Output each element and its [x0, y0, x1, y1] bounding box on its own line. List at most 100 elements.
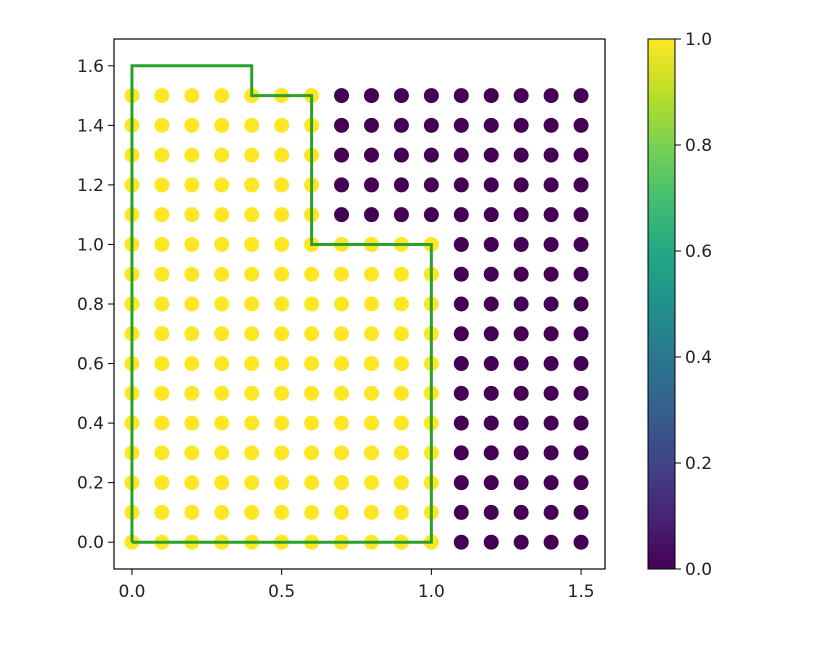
scatter-point	[363, 356, 379, 372]
scatter-point	[573, 504, 589, 520]
scatter-point	[513, 296, 529, 312]
scatter-point	[154, 177, 170, 193]
scatter-point	[363, 88, 379, 104]
y-tick-label: 1.6	[77, 57, 104, 77]
scatter-point	[483, 475, 499, 491]
scatter-point	[334, 266, 350, 282]
scatter-point	[483, 266, 499, 282]
scatter-point	[453, 266, 469, 282]
scatter-point	[334, 504, 350, 520]
scatter-point	[453, 445, 469, 461]
scatter-point	[513, 326, 529, 342]
scatter-point	[393, 445, 409, 461]
scatter-point	[573, 177, 589, 193]
scatter-point	[453, 415, 469, 431]
scatter-point	[513, 147, 529, 163]
scatter-point	[543, 296, 559, 312]
scatter-point	[304, 356, 320, 372]
scatter-point	[543, 326, 559, 342]
scatter-point	[543, 236, 559, 252]
scatter-point	[423, 88, 439, 104]
scatter-point	[393, 177, 409, 193]
scatter-point	[184, 445, 200, 461]
scatter-point	[274, 177, 290, 193]
scatter-point	[184, 177, 200, 193]
scatter-point	[184, 356, 200, 372]
scatter-point	[543, 504, 559, 520]
scatter-point	[304, 296, 320, 312]
scatter-point	[274, 415, 290, 431]
colorbar-axis: 0.0 0.2 0.4 0.6 0.8 1.0	[675, 30, 712, 580]
scatter-point	[513, 117, 529, 133]
scatter-point	[453, 356, 469, 372]
scatter-point	[304, 504, 320, 520]
scatter-point	[214, 475, 230, 491]
scatter-point	[154, 475, 170, 491]
scatter-point	[363, 445, 379, 461]
scatter-point	[184, 326, 200, 342]
scatter-point	[334, 177, 350, 193]
scatter-point	[334, 117, 350, 133]
scatter-point	[543, 445, 559, 461]
scatter-point	[304, 385, 320, 401]
scatter-point	[513, 504, 529, 520]
scatter-point	[184, 504, 200, 520]
scatter-point	[573, 117, 589, 133]
scatter-point	[244, 266, 260, 282]
scatter-point	[244, 177, 260, 193]
scatter-point	[393, 326, 409, 342]
scatter-point	[184, 207, 200, 223]
scatter-point	[453, 296, 469, 312]
scatter-point	[154, 504, 170, 520]
scatter-point	[513, 207, 529, 223]
scatter-point	[214, 445, 230, 461]
scatter-point	[453, 147, 469, 163]
scatter-point	[154, 356, 170, 372]
colorbar-tick-label: 0.4	[685, 348, 712, 368]
scatter-point	[393, 117, 409, 133]
scatter-point	[573, 147, 589, 163]
scatter-point	[214, 415, 230, 431]
scatter-point	[513, 475, 529, 491]
scatter-point	[334, 445, 350, 461]
scatter-point	[244, 445, 260, 461]
scatter-point	[513, 266, 529, 282]
scatter-point	[154, 236, 170, 252]
scatter-point	[274, 356, 290, 372]
scatter-point	[543, 88, 559, 104]
scatter-point	[393, 266, 409, 282]
scatter-point	[363, 475, 379, 491]
scatter-point	[543, 117, 559, 133]
scatter-point	[214, 207, 230, 223]
scatter-point	[513, 356, 529, 372]
scatter-point	[214, 177, 230, 193]
scatter-point	[154, 326, 170, 342]
scatter-point	[244, 475, 260, 491]
scatter-point	[483, 88, 499, 104]
scatter-point	[244, 147, 260, 163]
scatter-point	[154, 385, 170, 401]
scatter-point	[543, 207, 559, 223]
scatter-point	[363, 207, 379, 223]
scatter-point	[483, 415, 499, 431]
scatter-point	[214, 147, 230, 163]
scatter-point	[184, 415, 200, 431]
scatter-point	[214, 88, 230, 104]
scatter-point	[274, 207, 290, 223]
y-tick-label: 0.2	[77, 474, 104, 494]
scatter-point	[244, 296, 260, 312]
scatter-point	[483, 504, 499, 520]
scatter-point	[334, 326, 350, 342]
y-axis: 0.0 0.2 0.4 0.6 0.8 1.0 1.2 1.4 1.6	[77, 57, 114, 553]
y-tick-label: 0.4	[77, 414, 104, 434]
scatter-point	[453, 88, 469, 104]
scatter-point	[154, 266, 170, 282]
scatter-point	[453, 326, 469, 342]
scatter-point	[453, 504, 469, 520]
scatter-point	[274, 326, 290, 342]
scatter-point	[543, 147, 559, 163]
scatter-point	[513, 88, 529, 104]
scatter-point	[363, 326, 379, 342]
scatter-point	[184, 88, 200, 104]
